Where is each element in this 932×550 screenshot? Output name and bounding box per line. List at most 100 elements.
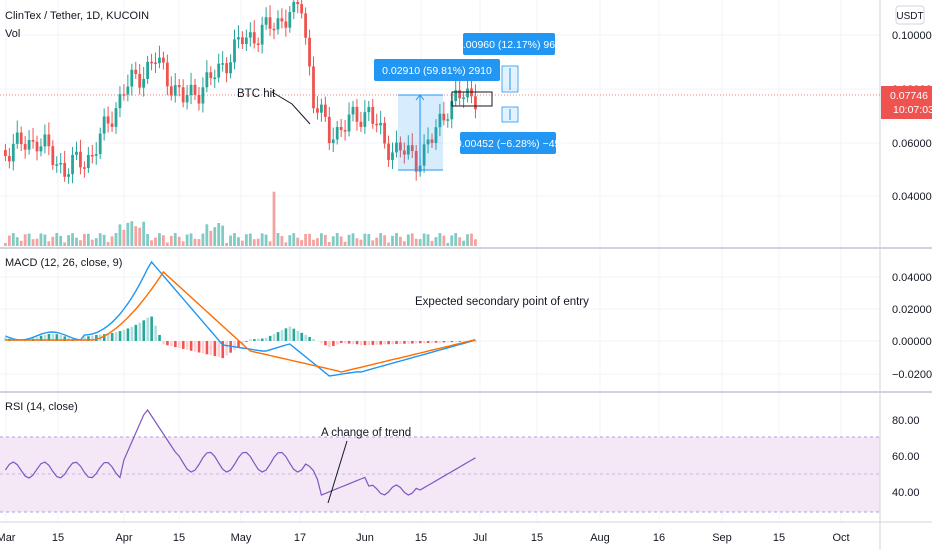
rsi-note: A change of trend [321,427,411,439]
candle-body [130,69,134,87]
macd-tick-label: 0.02000 [892,304,932,316]
macd-histogram-bar [205,341,209,355]
candle-body [422,144,426,166]
macd-histogram-bar [114,332,118,341]
macd-histogram-bar [170,341,173,347]
macd-histogram-bar [253,339,256,341]
volume-bar [288,235,292,246]
volume-bar [39,233,43,246]
candle-body [79,151,82,168]
volume-bar [233,233,236,246]
candle-body [86,154,90,169]
macd-histogram-bar [312,339,315,341]
target-up-tag[interactable]: 0.00960 (12.17%) 960 [457,33,561,55]
volume-bar [458,237,462,246]
candle-body [248,32,252,38]
volume-bar [410,233,414,246]
candle-body [43,134,47,147]
macd-histogram-bar [193,341,197,352]
volume-bar [189,233,193,246]
candle-body [272,28,276,31]
price-tick-label: 0.04000 [892,191,932,203]
volume-bar [83,233,86,246]
candle-body [474,96,477,110]
candle-body [201,87,205,104]
candle-body [134,69,138,74]
volume-bar [363,233,367,246]
volume-bar [256,238,260,246]
candle-body [414,151,418,172]
current-price-tag[interactable]: 0.07746 10:07:03 [881,86,932,119]
macd-axis[interactable]: 0.04000 0.02000 0.00000 −0.02000 [892,272,932,381]
candle-body [11,143,15,162]
range-measure-tag[interactable]: 0.02910 (59.81%) 2910 [374,59,500,81]
macd-histogram-bar [462,341,465,342]
macd-histogram-bar [391,341,394,345]
macd-histogram-bar [197,341,201,353]
volume-bar [150,240,153,246]
candle-body [402,150,406,155]
candle-body [323,104,327,117]
price-tick-label: 0.10000 [892,30,932,42]
volume-bar [4,243,7,246]
target-down-tag[interactable]: −0.00452 (−6.28%) −452 [450,132,567,154]
macd-histogram-bar [418,341,422,344]
macd-histogram-bar [241,341,244,345]
volume-bar [67,235,70,246]
candle-body [426,139,430,145]
candle-body [339,126,343,131]
macd-histogram-bar [284,328,288,341]
volume-bar [114,233,118,246]
volume-bar [383,235,386,246]
candle-body [446,119,450,121]
candle-body [51,146,55,165]
candle-body [47,134,51,147]
volume-label[interactable]: Vol [5,28,20,40]
macd-label[interactable]: MACD (12, 26, close, 9) [5,257,122,269]
volume-bar [130,221,134,246]
currency-badge[interactable]: USDT [895,5,925,25]
volume-bar [414,238,418,246]
macd-histogram-bar [415,341,418,344]
volume-bar [7,235,11,246]
macd-histogram-bar [336,341,339,345]
time-tick-label: 15 [773,532,785,544]
candle-body [98,133,102,155]
volume-bar [213,227,217,246]
macd-histogram-bar [434,341,438,343]
candle-body [462,97,465,99]
volume-bar [323,234,327,246]
macd-histogram-bar [339,341,343,343]
target-down-text: −0.00452 (−6.28%) −452 [450,138,567,150]
consolidation-box[interactable] [451,91,493,107]
macd-histogram-bar [189,341,193,351]
candle-body [4,150,7,156]
candle-body [252,32,256,44]
volume-bar [391,235,394,246]
time-tick-label: 15 [531,532,543,544]
candle-body [450,101,454,120]
volume-bar [181,241,185,246]
candlesticks [4,0,477,184]
symbol-title[interactable]: ClinTex / Tether, 1D, KUCOIN [5,10,149,22]
rsi-axis[interactable]: 80.00 60.00 40.00 [892,415,920,499]
rsi-label[interactable]: RSI (14, close) [5,401,78,413]
time-axis[interactable]: Mar 15 Apr 15 May 17 Jun 15 Jul 15 Aug 16 Sep 15 Oct [0,532,850,544]
macd-histogram-bar [122,329,126,341]
volume-bar [462,240,465,246]
macd-histogram-bar [63,336,67,341]
candle-body [316,108,319,113]
volume-bar [304,233,307,246]
volume-bar [185,234,189,246]
candle-body [233,39,236,63]
candle-body [347,114,351,132]
volume-bar [90,239,94,246]
rsi-tick-label: 80.00 [892,415,920,427]
volume-bar [71,233,74,246]
rsi-note-callout-line [327,440,348,504]
candle-body [363,112,367,127]
volume-bar [173,233,177,246]
macd-histogram-bar [343,341,347,344]
volume-bar [146,234,149,246]
